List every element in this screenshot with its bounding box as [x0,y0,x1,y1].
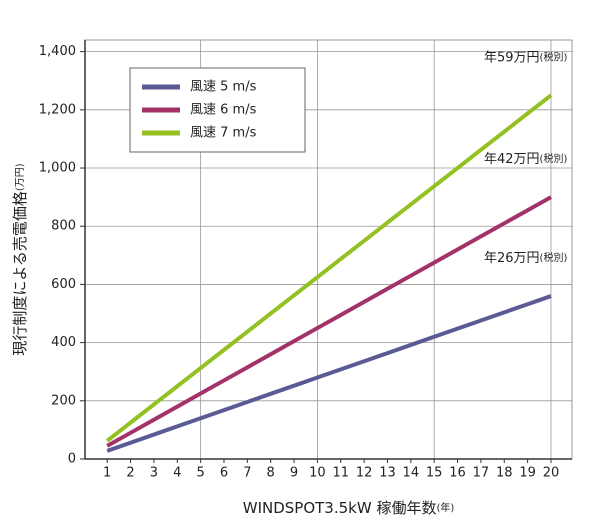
annotation-note: (税別) [540,152,568,165]
series-line [106,294,552,453]
y-tick-label: 1,000 [39,161,76,176]
annotation: 年26万円(税別) [484,251,567,266]
y-tick-label: 600 [51,277,76,292]
x-tick-label: 11 [332,466,349,481]
x-tick-label: 10 [309,466,326,481]
y-axis-label-unit: (万円) [15,163,26,191]
x-tick-label: 14 [403,466,420,481]
series-line [106,195,552,448]
x-tick-label: 19 [519,466,536,481]
x-axis-label-unit: (年) [436,501,454,514]
x-tick-label: 8 [267,466,275,481]
x-tick-label: 9 [290,466,298,481]
x-tick-label: 15 [426,466,443,481]
y-axis-label: 現行制度による売電価格(万円) [11,163,29,355]
legend-label: 風速 5 m/s [190,80,257,95]
x-tick-label: 17 [473,466,490,481]
x-tick-label: 13 [379,466,396,481]
x-tick-label: 7 [243,466,251,481]
y-tick-label: 800 [51,219,76,234]
annotation-note: (税別) [540,50,568,63]
annotation-note: (税別) [540,251,568,264]
annotation: 年42万円(税別) [484,152,567,167]
x-tick-label: 18 [496,466,513,481]
y-tick-label: 200 [51,393,76,408]
annotation-text: 年26万円 [484,251,540,266]
x-tick-label: 12 [356,466,373,481]
y-tick-label: 0 [68,452,76,467]
annotation-text: 年59万円 [484,50,540,65]
legend-label: 風速 7 m/s [190,126,257,141]
x-tick-label: 6 [220,466,228,481]
x-tick-label: 1 [103,466,111,481]
x-tick-label: 5 [196,466,204,481]
annotation-text: 年42万円 [484,152,540,167]
y-tick-label: 1,400 [39,44,76,59]
series-line [105,93,553,443]
y-tick-label: 1,200 [39,102,76,117]
y-tick-label: 400 [51,335,76,350]
x-tick-label: 3 [150,466,158,481]
x-axis-label-text: WINDSPOT3.5kW 稼働年数 [243,499,437,517]
x-tick-label: 2 [126,466,134,481]
x-tick-label: 20 [543,466,560,481]
x-tick-label: 16 [449,466,466,481]
x-axis-label: WINDSPOT3.5kW 稼働年数(年) [243,499,455,517]
legend-label: 風速 6 m/s [190,103,257,118]
x-tick-label: 4 [173,466,181,481]
y-axis-label-text: 現行制度による売電価格 [11,191,29,356]
annotation: 年59万円(税別) [484,50,567,65]
